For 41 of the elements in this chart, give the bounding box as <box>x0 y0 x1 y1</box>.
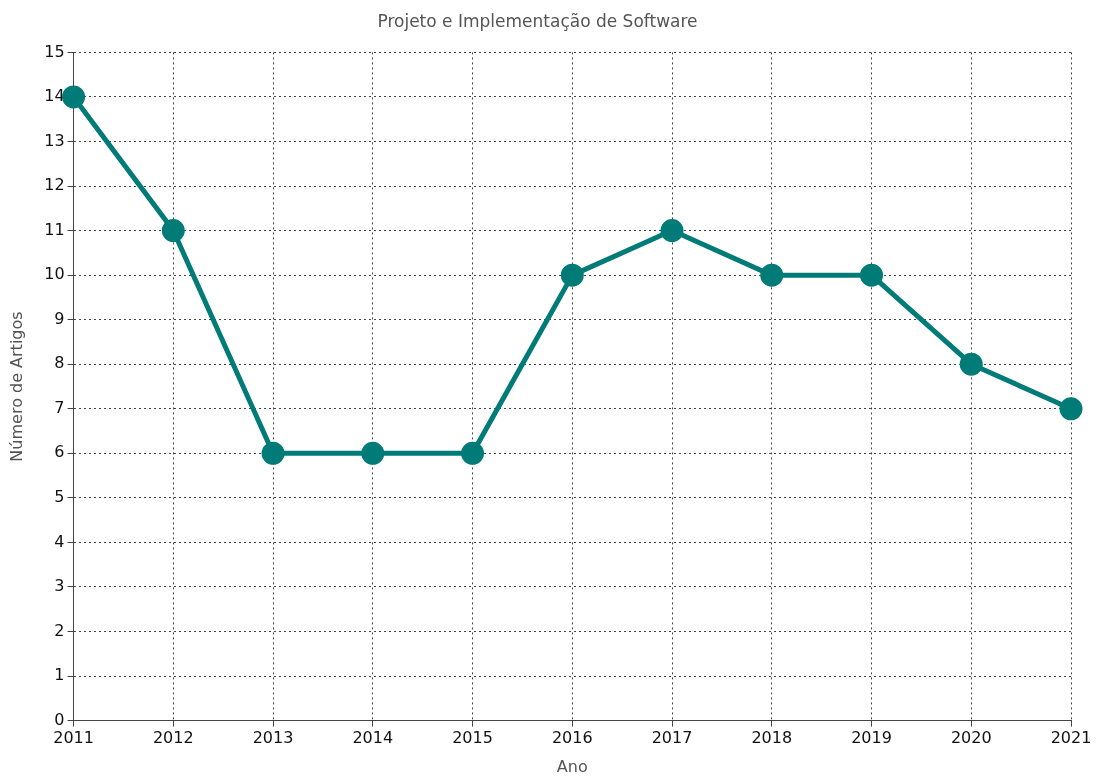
y-tick-label: 13 <box>44 130 65 150</box>
y-tick-label: 3 <box>54 576 65 596</box>
y-tick-label: 4 <box>54 531 65 551</box>
y-tick-label: 15 <box>44 41 65 61</box>
x-axis-title: Ano <box>556 756 588 776</box>
x-tick-label: 2013 <box>252 728 294 748</box>
y-tick-label: 10 <box>44 264 65 284</box>
point <box>660 219 684 243</box>
point <box>560 263 584 287</box>
y-tick-label: 14 <box>44 86 65 106</box>
y-axis-title: Número de Artigos <box>6 311 26 462</box>
point <box>860 263 884 287</box>
y-tick-label: 7 <box>54 397 65 417</box>
x-tick-label: 2012 <box>152 728 194 748</box>
x-tick-label: 2021 <box>1050 728 1092 748</box>
x-tick-label: 2011 <box>53 728 94 748</box>
x-tick-label: 2016 <box>551 728 593 748</box>
point <box>461 441 485 465</box>
x-tick-label: 2020 <box>950 728 992 748</box>
point <box>261 441 285 465</box>
y-tick-label: 11 <box>44 219 65 239</box>
point <box>62 85 86 109</box>
y-tick-label: 5 <box>54 487 65 507</box>
point <box>1059 397 1083 421</box>
y-tick-label: 8 <box>54 353 65 373</box>
x-tick-label: 2018 <box>751 728 793 748</box>
y-tick-label: 1 <box>54 665 65 685</box>
x-tick-label: 2014 <box>352 728 394 748</box>
x-tick-label: 2015 <box>452 728 493 748</box>
y-tick-label: 0 <box>54 709 65 729</box>
y-tick-label: 2 <box>54 620 65 640</box>
point <box>161 219 185 243</box>
point <box>361 441 385 465</box>
x-tick-label: 2017 <box>651 728 693 748</box>
point <box>760 263 784 287</box>
y-tick-label: 9 <box>54 308 65 328</box>
chart-title: Projeto e Implementação de Software <box>377 10 698 31</box>
y-tick-label: 6 <box>54 442 65 462</box>
y-tick-label: 12 <box>44 175 65 195</box>
point <box>959 352 983 376</box>
x-tick-label: 2019 <box>851 728 892 748</box>
